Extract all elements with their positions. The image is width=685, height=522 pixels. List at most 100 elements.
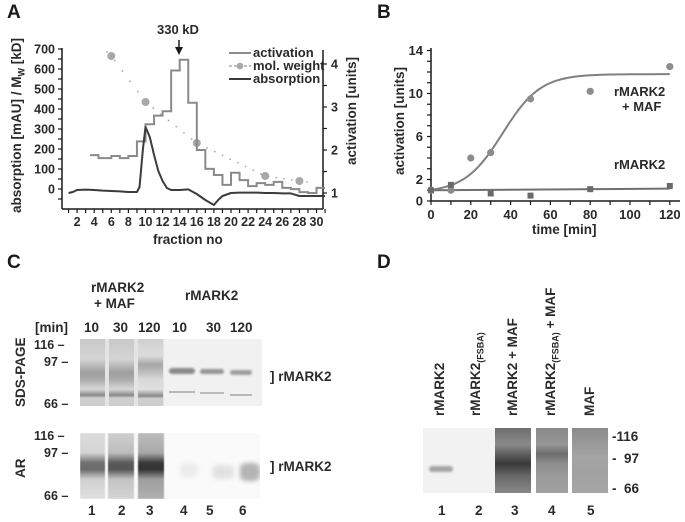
panel-c-sds-band-label: ] rMARK2 xyxy=(270,369,332,384)
panel-c-ar-marker-97: 97 – xyxy=(44,446,69,460)
panel-d-lane-2: 2 xyxy=(475,503,483,518)
panel-d-lane-4: 4 xyxy=(548,503,556,518)
panel-b-ylabel: activation [units] xyxy=(392,66,407,175)
svg-text:20: 20 xyxy=(224,215,238,229)
panel-b-series-label-rmark2: rMARK2 xyxy=(614,157,666,172)
panel-c-row-sds-page: SDS-PAGE xyxy=(13,337,28,407)
ar-gel xyxy=(80,433,260,499)
panel-b-letter: B xyxy=(377,2,391,23)
arrow-down-icon xyxy=(175,40,183,55)
panel-a-ylabel-left: absorption [mAU] / MW [kD] xyxy=(9,38,27,213)
svg-text:400: 400 xyxy=(34,103,55,117)
panel-c-time-1: 10 xyxy=(84,320,100,335)
svg-text:10: 10 xyxy=(409,86,423,101)
svg-text:12: 12 xyxy=(156,215,170,229)
panel-d-lane-label-4: rMARK2(FSBA) + MAF xyxy=(543,287,561,416)
panel-c-min-label: [min] xyxy=(35,320,68,335)
legend-absorption-label: absorption xyxy=(253,71,321,86)
svg-text:100: 100 xyxy=(34,163,55,177)
panel-c-group1-line2: + MAF xyxy=(94,296,135,311)
svg-text:60: 60 xyxy=(543,207,557,222)
svg-text:14: 14 xyxy=(173,215,187,229)
panel-d-gel-lane-4 xyxy=(536,428,568,493)
panel-c-lane-5: 5 xyxy=(206,503,214,518)
svg-text:20: 20 xyxy=(464,207,478,222)
svg-text:26: 26 xyxy=(275,215,289,229)
panel-b-series-label-maf-1: rMARK2 xyxy=(614,84,666,99)
svg-text:30: 30 xyxy=(310,215,324,229)
svg-text:600: 600 xyxy=(34,63,55,77)
panel-c-sds-marker-97: 97 – xyxy=(44,355,69,369)
panel-d-lane-1: 1 xyxy=(438,503,446,518)
svg-text:22: 22 xyxy=(241,215,255,229)
panel-a-letter: A xyxy=(7,2,21,23)
svg-text:4: 4 xyxy=(91,215,98,229)
panel-c-ar-marker-116: 116 – xyxy=(34,429,65,443)
panel-c-time-3: 120 xyxy=(138,320,161,335)
panel-c-lane-3: 3 xyxy=(146,503,154,518)
svg-text:24: 24 xyxy=(258,215,272,229)
svg-text:2: 2 xyxy=(416,172,423,187)
svg-text:10: 10 xyxy=(139,215,153,229)
panel-d-lane-3: 3 xyxy=(511,503,519,518)
svg-text:2: 2 xyxy=(74,215,81,229)
panel-b-chart: 0 2 6 10 14 0 20 40 60 80 100 120 xyxy=(409,43,681,222)
panel-d-lane-label-1: rMARK2 xyxy=(432,362,447,416)
panel-d-marker-66: - 66 xyxy=(612,481,640,496)
svg-text:18: 18 xyxy=(207,215,221,229)
sds-page-gel-left xyxy=(80,339,164,406)
svg-text:500: 500 xyxy=(34,83,55,97)
panel-a-annotation-330kd: 330 kD xyxy=(157,22,199,37)
panel-c-time-2: 30 xyxy=(113,320,129,335)
panel-b-xlabel: time [min] xyxy=(532,222,597,237)
panel-c-lane-1: 1 xyxy=(88,503,96,518)
panel-c-time-5: 30 xyxy=(206,320,222,335)
panel-d-gel-lane-5 xyxy=(572,428,608,493)
panel-c-group1-line1: rMARK2 xyxy=(91,280,145,295)
panel-a-xlabel: fraction no xyxy=(153,232,223,247)
svg-text:28: 28 xyxy=(292,215,306,229)
svg-text:14: 14 xyxy=(409,43,424,58)
svg-text:6: 6 xyxy=(416,129,423,144)
legend-molweight-label: mol. weight xyxy=(253,58,325,73)
svg-text:16: 16 xyxy=(190,215,204,229)
panel-a-chart: 2 4 6 8 10 12 14 16 18 20 22 24 26 28 3001002003004005… xyxy=(34,40,338,229)
legend-activation-label: activation xyxy=(253,45,314,60)
panel-d-lane-label-2: rMARK2(FSBA) xyxy=(468,332,486,416)
svg-text:0: 0 xyxy=(427,207,434,222)
panel-d-marker-116: -116 xyxy=(612,429,639,444)
svg-text:80: 80 xyxy=(583,207,597,222)
svg-text:2: 2 xyxy=(331,144,338,158)
svg-text:0: 0 xyxy=(48,183,55,197)
svg-text:6: 6 xyxy=(108,215,115,229)
panel-d-marker-97: - 97 xyxy=(612,451,640,466)
panel-c-ar-band-label: ] rMARK2 xyxy=(270,459,332,474)
svg-text:700: 700 xyxy=(34,43,55,57)
sds-page-gel-right xyxy=(164,339,262,406)
panel-c-time-6: 120 xyxy=(230,320,253,335)
svg-text:3: 3 xyxy=(331,101,338,115)
svg-text:8: 8 xyxy=(125,215,132,229)
panel-c-time-4: 10 xyxy=(172,320,188,335)
panel-c-sds-marker-116: 116 – xyxy=(34,338,65,352)
svg-text:100: 100 xyxy=(619,207,641,222)
svg-text:120: 120 xyxy=(659,207,681,222)
panel-d-lane-label-3: rMARK2 + MAF xyxy=(505,318,520,416)
panel-c-row-ar: AR xyxy=(13,458,28,479)
panel-c-lane-6: 6 xyxy=(239,503,247,518)
panel-c-lane-2: 2 xyxy=(118,503,126,518)
svg-text:1: 1 xyxy=(331,187,338,201)
svg-text:40: 40 xyxy=(503,207,517,222)
panel-c-letter: C xyxy=(7,252,21,273)
panel-d-gel-lane-3 xyxy=(495,428,531,493)
panel-c-ar-marker-66: 66 – xyxy=(44,489,69,503)
svg-text:200: 200 xyxy=(34,143,55,157)
svg-text:4: 4 xyxy=(331,58,338,72)
panel-d-lane-5: 5 xyxy=(587,503,595,518)
svg-text:300: 300 xyxy=(34,123,55,137)
panel-d-gel-lanes-1-2 xyxy=(423,428,495,493)
panel-d-letter: D xyxy=(377,252,391,273)
panel-b-series-label-maf-2: + MAF xyxy=(622,99,662,114)
panel-d-lane-label-5: MAF xyxy=(582,386,597,416)
panel-c-sds-marker-66: 66 – xyxy=(44,397,69,411)
